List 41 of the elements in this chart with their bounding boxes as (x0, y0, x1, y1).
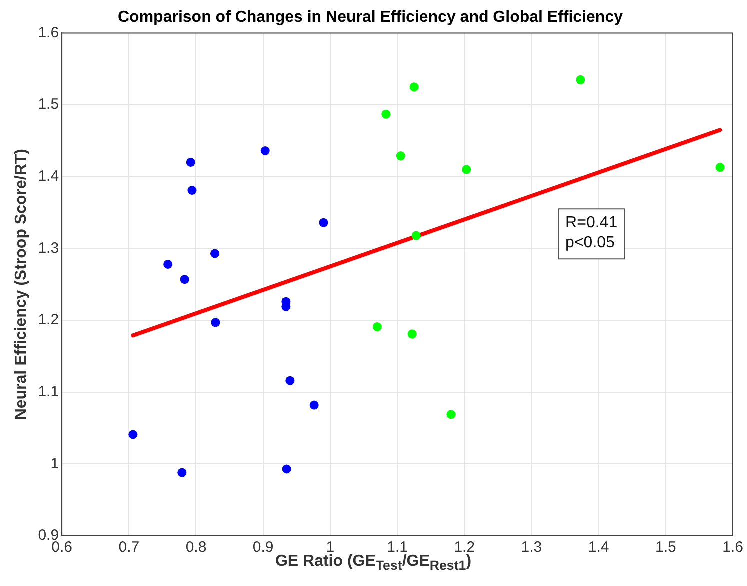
point (211, 318, 220, 328)
x-tick-label: 1.5 (655, 539, 676, 556)
y-tick-label: 1.2 (38, 312, 60, 329)
point (178, 468, 187, 478)
y-tick-label: 1.4 (38, 168, 60, 185)
point (282, 464, 292, 474)
point (576, 75, 586, 84)
chart-title: Comparison of Changes in Neural Efficiency and Global Efficiency (118, 9, 624, 26)
y-tick-label: 1.5 (38, 96, 60, 114)
y-axis-title: Neural Efficiency (Stroop Score/RT) (13, 149, 30, 420)
point (410, 82, 419, 92)
x-tick-label: 0.9 (252, 539, 274, 556)
y-tick-label: 1.6 (38, 24, 60, 42)
y-tick-label: 1.1 (38, 383, 60, 400)
point (396, 152, 406, 161)
x-tick-label: 0.7 (118, 539, 140, 556)
x-axis-title: GE Ratio (GE$_{Test}$/GE$_{Rest1}$) (275, 553, 472, 574)
x-tick-label: 1.3 (521, 539, 542, 556)
point (382, 110, 391, 119)
point (186, 158, 196, 167)
point (128, 430, 138, 440)
y-tick-label: 1 (50, 455, 60, 472)
point (210, 249, 220, 258)
point (260, 146, 270, 156)
point (188, 186, 197, 196)
point (446, 410, 456, 420)
point (408, 330, 417, 339)
point (310, 400, 319, 410)
point (462, 165, 472, 174)
annotation: R=0.41 p<0.05 (566, 214, 618, 252)
point (286, 376, 295, 386)
y-tick-label: 1.3 (38, 240, 60, 257)
point (164, 260, 173, 269)
point (716, 163, 725, 172)
x-tick-label: 1.6 (722, 539, 744, 556)
point (372, 322, 382, 332)
x-tick-label: 0.8 (186, 539, 207, 556)
point (412, 231, 421, 240)
point (180, 275, 190, 284)
point (319, 218, 328, 228)
x-tick-label: 1.4 (588, 539, 610, 556)
